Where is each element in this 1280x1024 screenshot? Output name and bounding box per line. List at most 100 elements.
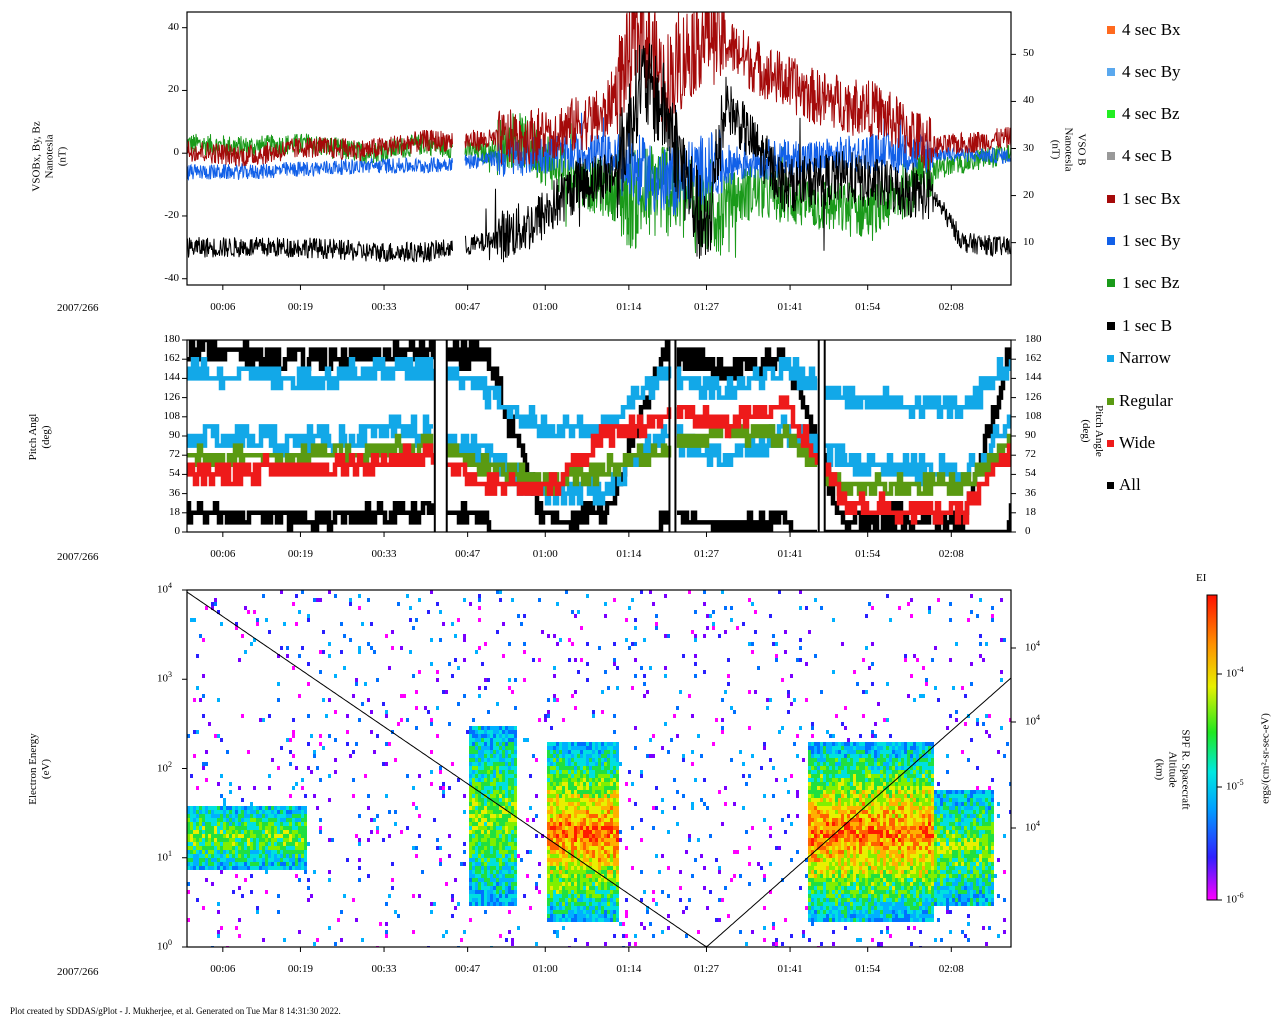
spectrogram-cell — [505, 786, 508, 790]
spectrogram-cell — [838, 806, 841, 810]
spectrogram-cell — [880, 838, 883, 842]
spectrogram-cell — [580, 878, 583, 882]
spectrogram-cell — [475, 842, 478, 846]
spectrogram-cell — [580, 762, 583, 766]
spectrogram-cell — [250, 854, 253, 858]
spectrogram-cell — [589, 862, 592, 866]
spectrogram-cell — [631, 782, 634, 786]
spectrogram-cell — [289, 834, 292, 838]
spectrogram-cell — [601, 902, 604, 906]
spectrogram-cell — [607, 906, 610, 910]
spectrogram-cell — [604, 918, 607, 922]
spectrogram-cell — [838, 838, 841, 842]
spectrogram-cell — [913, 754, 916, 758]
spectrogram-cell — [304, 810, 307, 814]
spectrogram-cell — [553, 898, 556, 902]
spectrogram-cell — [217, 902, 220, 906]
spectrogram-cell — [823, 802, 826, 806]
spectrogram-cell — [301, 854, 304, 858]
spectrogram-cell — [832, 890, 835, 894]
spectrogram-cell — [187, 842, 190, 846]
spectrogram-cell — [643, 638, 646, 642]
spectrogram-cell — [808, 842, 811, 846]
spectrogram-cell — [907, 778, 910, 782]
spectrogram-cell — [580, 626, 583, 630]
spectrogram-cell — [556, 834, 559, 838]
spectrogram-cell — [595, 890, 598, 894]
spectrogram-cell — [223, 866, 226, 870]
spectrogram-cell — [232, 834, 235, 838]
spectrogram-cell — [223, 862, 226, 866]
spectrogram-cell — [823, 774, 826, 778]
spectrogram-cell — [481, 850, 484, 854]
spectrogram-cell — [211, 850, 214, 854]
spectrogram-cell — [589, 890, 592, 894]
spectrogram-cell — [562, 754, 565, 758]
spectrogram-cell — [562, 826, 565, 830]
spectrogram-cell — [829, 918, 832, 922]
spectrogram-cell — [844, 826, 847, 830]
spectrogram-cell — [853, 846, 856, 850]
spectrogram-cell — [571, 898, 574, 902]
spectrogram-cell — [565, 846, 568, 850]
spectrogram-cell — [862, 858, 865, 862]
spectrogram-cell — [904, 914, 907, 918]
spectrogram-cell — [496, 790, 499, 794]
spectrogram-cell — [601, 850, 604, 854]
spectrogram-cell — [247, 834, 250, 838]
spectrogram-cell — [847, 782, 850, 786]
spectrogram-cell — [715, 718, 718, 722]
spectrogram-cell — [463, 658, 466, 662]
spectrogram-cell — [853, 806, 856, 810]
spectrogram-cell — [208, 818, 211, 822]
spectrogram-cell — [664, 634, 667, 638]
spectrogram-cell — [862, 818, 865, 822]
spectrogram-cell — [568, 742, 571, 746]
spectrogram-cell — [889, 894, 892, 898]
spectrogram-cell — [496, 798, 499, 802]
spectrogram-cell — [832, 822, 835, 826]
spectrogram-cell — [454, 878, 457, 882]
spectrogram-cell — [547, 754, 550, 758]
spectrogram-cell — [868, 918, 871, 922]
spectrogram-cell — [901, 806, 904, 810]
spectrogram-cell — [823, 902, 826, 906]
spectrogram-cell — [532, 818, 535, 822]
spectrogram-cell — [877, 834, 880, 838]
spectrogram-cell — [187, 834, 190, 838]
spectrogram-cell — [859, 874, 862, 878]
spectrogram-cell — [586, 786, 589, 790]
spectrogram-cell — [862, 838, 865, 842]
spectrogram-cell — [811, 742, 814, 746]
spectrogram-cell — [565, 834, 568, 838]
spectrogram-cell — [250, 830, 253, 834]
spectrogram-cell — [838, 794, 841, 798]
spectrogram-cell — [484, 762, 487, 766]
spectrogram-cell — [631, 686, 634, 690]
spectrogram-cell — [556, 698, 559, 702]
spectrogram-cell — [562, 786, 565, 790]
spectrogram-cell — [283, 822, 286, 826]
spectrogram-cell — [613, 910, 616, 914]
spectrogram-cell — [829, 854, 832, 858]
spectrogram-cell — [604, 898, 607, 902]
spectrogram-cell — [241, 838, 244, 842]
spectrogram-cell — [562, 742, 565, 746]
spectrogram-cell — [514, 882, 517, 886]
spectrogram-cell — [604, 850, 607, 854]
spectrogram-cell — [844, 918, 847, 922]
spectrogram-cell — [829, 910, 832, 914]
spectrogram-cell — [592, 770, 595, 774]
spectrogram-cell — [808, 762, 811, 766]
spectrogram-cell — [904, 878, 907, 882]
spectrogram-cell — [514, 830, 517, 834]
spectrogram-cell — [199, 842, 202, 846]
spectrogram-cell — [841, 902, 844, 906]
spectrogram-cell — [415, 726, 418, 730]
spectrogram-cell — [862, 834, 865, 838]
series-line-1-sec-bx — [187, 12, 1011, 172]
spectrogram-cell — [574, 770, 577, 774]
spectrogram-cell — [202, 838, 205, 842]
spectrogram-cell — [505, 874, 508, 878]
spectrogram-cell — [208, 806, 211, 810]
